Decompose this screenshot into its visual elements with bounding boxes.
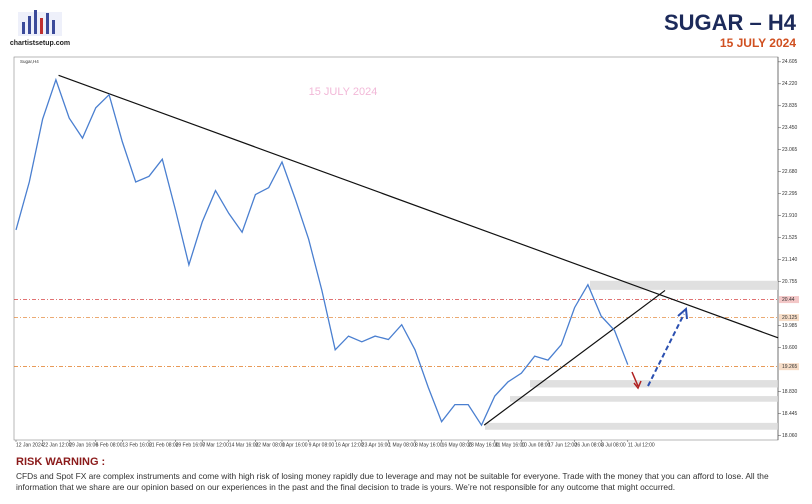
y-tick-label: 23.835 [782, 103, 798, 109]
page-date: 15 JULY 2024 [720, 36, 796, 50]
y-tick-label: 19.985 [782, 323, 798, 329]
y-tick-label: 18.445 [782, 411, 798, 417]
trendline [483, 289, 666, 426]
x-tick-label: 29 Feb 16:00 [176, 442, 206, 448]
x-tick-label: 31 May 16:00 [495, 442, 526, 448]
x-tick-label: 11 Jul 12:00 [628, 442, 655, 448]
x-tick-label: 23 May 16:00 [468, 442, 499, 448]
zone [510, 396, 778, 402]
y-tick-label: 19.600 [782, 345, 798, 351]
zone [590, 280, 778, 290]
price-line [15, 77, 629, 427]
level-label-bg [779, 363, 799, 371]
y-tick-label: 21.910 [782, 213, 798, 219]
x-tick-label: 1 May 08:00 [388, 442, 416, 448]
trendline [58, 74, 779, 339]
y-tick-label: 18.830 [782, 389, 798, 395]
level-label: 20.44 [782, 297, 795, 303]
y-tick-label: 24.605 [782, 59, 798, 65]
logo-text: chartistsetup.com [10, 40, 70, 47]
page-title: SUGAR – H4 [664, 10, 797, 35]
x-tick-label: 26 Jun 08:00 [575, 442, 604, 448]
down-arrow [631, 371, 639, 387]
x-tick-label: 1 Apr 16:00 [282, 442, 308, 448]
up-arrow-head [677, 306, 688, 320]
x-tick-label: 22 Jan 12:00 [43, 442, 72, 448]
chart: chartistsetup.com SUGAR – H4 15 JULY 202… [10, 10, 799, 448]
watermark: 15 JULY 2024 [309, 86, 378, 98]
up-arrow [647, 313, 685, 387]
down-arrow-head [633, 380, 642, 390]
x-tick-label: 3 Jul 08:00 [601, 442, 626, 448]
y-tick-label: 18.060 [782, 433, 798, 439]
level-label-bg [779, 314, 799, 322]
zone [485, 422, 778, 430]
level-label: 20.125 [782, 315, 798, 321]
x-tick-label: 13 Feb 16:00 [122, 442, 152, 448]
x-tick-label: 14 Mar 16:00 [229, 442, 259, 448]
y-tick-label: 20.755 [782, 279, 798, 285]
x-tick-label: 16 Apr 12:00 [335, 442, 364, 448]
y-tick-label: 21.140 [782, 257, 798, 263]
y-tick-label: 22.680 [782, 169, 798, 175]
x-tick-label: 7 Mar 12:00 [202, 442, 229, 448]
x-tick-label: 23 Apr 16:00 [362, 442, 391, 448]
x-tick-label: 21 Feb 08:00 [149, 442, 179, 448]
x-tick-label: 16 May 08:00 [442, 442, 473, 448]
x-tick-label: 17 Jun 12:00 [548, 442, 577, 448]
x-tick-label: 6 Feb 08:00 [96, 442, 123, 448]
x-tick-label: 22 Mar 08:00 [255, 442, 285, 448]
risk-text: CFDs and Spot FX are complex instruments… [16, 471, 769, 492]
y-tick-label: 24.220 [782, 81, 798, 87]
y-tick-label: 21.525 [782, 235, 798, 241]
level-label: 19.265 [782, 364, 798, 370]
plot-layer: 24.605 24.220 23.835 23.450 23.065 22.680 22.2… [14, 59, 799, 448]
x-tick-label: 12 Jan 2024 [16, 442, 44, 448]
x-tick-label: 9 Apr 08:00 [309, 442, 335, 448]
logo-icon [18, 10, 62, 36]
y-tick-label: 23.450 [782, 125, 798, 131]
x-tick-label: 10 Jun 08:00 [521, 442, 550, 448]
symbol-label: Sugar,H4 [20, 59, 39, 64]
risk-title: RISK WARNING : [16, 456, 106, 468]
zone [530, 380, 778, 388]
x-tick-label: 29 Jan 16:00 [69, 442, 98, 448]
y-tick-label: 23.065 [782, 147, 798, 153]
y-tick-label: 22.295 [782, 191, 798, 197]
x-tick-label: 8 May 16:00 [415, 442, 443, 448]
level-label-bg [779, 296, 799, 304]
